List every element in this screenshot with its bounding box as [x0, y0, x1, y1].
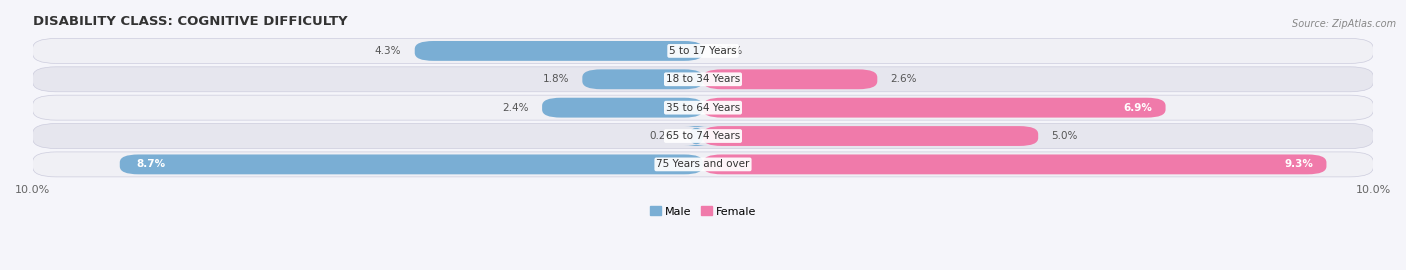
FancyBboxPatch shape	[703, 126, 1038, 146]
Text: 9.3%: 9.3%	[1284, 159, 1313, 169]
Text: DISABILITY CLASS: COGNITIVE DIFFICULTY: DISABILITY CLASS: COGNITIVE DIFFICULTY	[32, 15, 347, 28]
FancyBboxPatch shape	[703, 154, 1326, 174]
FancyBboxPatch shape	[703, 98, 1166, 118]
FancyBboxPatch shape	[32, 152, 1374, 177]
FancyBboxPatch shape	[703, 69, 877, 89]
Text: 8.7%: 8.7%	[136, 159, 166, 169]
Text: 6.9%: 6.9%	[1123, 103, 1152, 113]
Text: 1.8%: 1.8%	[543, 74, 569, 84]
FancyBboxPatch shape	[415, 41, 703, 61]
Text: 35 to 64 Years: 35 to 64 Years	[666, 103, 740, 113]
FancyBboxPatch shape	[685, 126, 709, 146]
FancyBboxPatch shape	[32, 95, 1374, 120]
FancyBboxPatch shape	[32, 67, 1374, 92]
FancyBboxPatch shape	[120, 154, 703, 174]
Text: 4.3%: 4.3%	[375, 46, 401, 56]
FancyBboxPatch shape	[582, 69, 703, 89]
Text: 0.2%: 0.2%	[650, 131, 676, 141]
Text: 18 to 34 Years: 18 to 34 Years	[666, 74, 740, 84]
Legend: Male, Female: Male, Female	[645, 202, 761, 221]
FancyBboxPatch shape	[543, 98, 703, 118]
Text: 5.0%: 5.0%	[1052, 131, 1078, 141]
Text: 5 to 17 Years: 5 to 17 Years	[669, 46, 737, 56]
Text: Source: ZipAtlas.com: Source: ZipAtlas.com	[1292, 19, 1396, 29]
FancyBboxPatch shape	[32, 38, 1374, 63]
Text: 65 to 74 Years: 65 to 74 Years	[666, 131, 740, 141]
FancyBboxPatch shape	[32, 124, 1374, 149]
Text: 75 Years and over: 75 Years and over	[657, 159, 749, 169]
Text: 2.6%: 2.6%	[891, 74, 917, 84]
Text: 2.4%: 2.4%	[502, 103, 529, 113]
Text: 0.0%: 0.0%	[717, 46, 742, 56]
